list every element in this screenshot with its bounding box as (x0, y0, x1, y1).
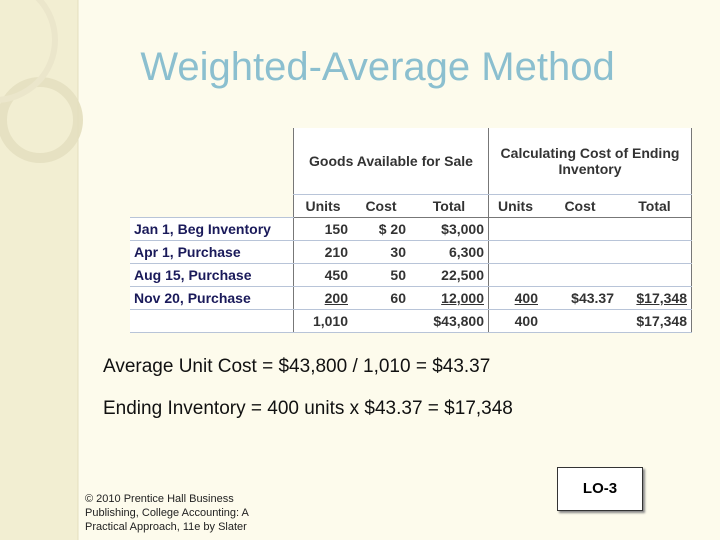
cell: 1,010 (293, 309, 352, 333)
column-header: Cost (542, 194, 618, 218)
formula: Average Unit Cost = $43,800 / 1,010 = $4… (103, 356, 491, 377)
column-header: Total (618, 194, 692, 218)
cell: 50 (352, 263, 410, 287)
copyright: © 2010 Prentice Hall Business Publishing… (85, 493, 249, 533)
column-header: Cost (352, 194, 410, 218)
blank-cell (130, 194, 294, 218)
learning-objective: LO-3 (557, 467, 643, 511)
column-header: Total (410, 194, 489, 218)
empty-cell (618, 217, 692, 241)
column-header: Units (293, 194, 352, 218)
blank-cell (130, 128, 294, 195)
group-header: Calculating Cost of Ending Inventory (488, 128, 692, 195)
empty-cell (488, 263, 542, 287)
cell: 12,000 (410, 286, 489, 310)
row-label: Aug 15, Purchase (130, 263, 294, 287)
table-row: Apr 1, Purchase 210 30 6,300 (130, 240, 692, 264)
cell: $43,800 (410, 309, 489, 333)
cell: $3,000 (410, 217, 489, 241)
empty-cell (130, 309, 294, 333)
empty-cell (352, 309, 410, 333)
cell: $17,348 (618, 309, 692, 333)
row-label: Apr 1, Purchase (130, 240, 294, 264)
empty-cell (618, 240, 692, 264)
empty-cell (542, 263, 618, 287)
row-label: Jan 1, Beg Inventory (130, 217, 294, 241)
inventory-table: Goods Available for Sale Calculating Cost… (130, 128, 692, 333)
cell: 150 (293, 217, 352, 241)
cell: 400 (488, 286, 542, 310)
cell: 22,500 (410, 263, 489, 287)
cell: 400 (488, 309, 542, 333)
table-row: Aug 15, Purchase 450 50 22,500 (130, 263, 692, 287)
cell: 6,300 (410, 240, 489, 264)
empty-cell (542, 217, 618, 241)
empty-cell (618, 263, 692, 287)
decor-circle (0, 0, 58, 103)
slide-title: Weighted-Average Method (140, 45, 615, 89)
empty-cell (542, 240, 618, 264)
empty-cell (488, 217, 542, 241)
cell: $17,348 (618, 286, 692, 310)
cell: $ 20 (352, 217, 410, 241)
cell: 200 (293, 286, 352, 310)
header-row: Units Cost Total Units Cost Total (130, 194, 692, 218)
header-row: Goods Available for Sale Calculating Cost… (130, 128, 692, 195)
table-row: 1,010 $43,800 400 $17,348 (130, 309, 692, 333)
empty-cell (542, 309, 618, 333)
table-row: Nov 20, Purchase 200 60 12,000 400 $43.37 $17,… (130, 286, 692, 310)
cell: $43.37 (542, 286, 618, 310)
cell: 210 (293, 240, 352, 264)
column-header: Units (488, 194, 542, 218)
table-row: Jan 1, Beg Inventory 150 $ 20 $3,000 (130, 217, 692, 241)
cell: 30 (352, 240, 410, 264)
cell: 60 (352, 286, 410, 310)
formula: Ending Inventory = 400 units x $43.37 = … (103, 398, 513, 419)
row-label: Nov 20, Purchase (130, 286, 294, 310)
cell: 450 (293, 263, 352, 287)
empty-cell (488, 240, 542, 264)
group-header: Goods Available for Sale (293, 128, 489, 195)
